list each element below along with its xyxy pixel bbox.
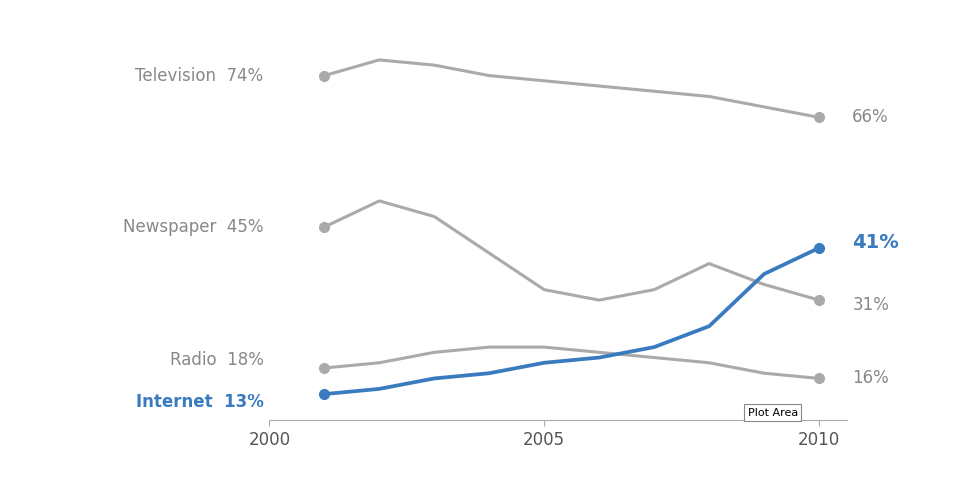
Text: 31%: 31% [851, 297, 888, 314]
Text: Television  74%: Television 74% [136, 67, 263, 85]
Text: Newspaper  45%: Newspaper 45% [123, 218, 263, 236]
Text: 66%: 66% [851, 108, 888, 127]
Text: Plot Area: Plot Area [747, 408, 797, 418]
Text: 16%: 16% [851, 369, 888, 387]
Text: Internet  13%: Internet 13% [136, 393, 263, 411]
Text: Radio  18%: Radio 18% [169, 351, 263, 369]
Text: 41%: 41% [851, 233, 899, 252]
